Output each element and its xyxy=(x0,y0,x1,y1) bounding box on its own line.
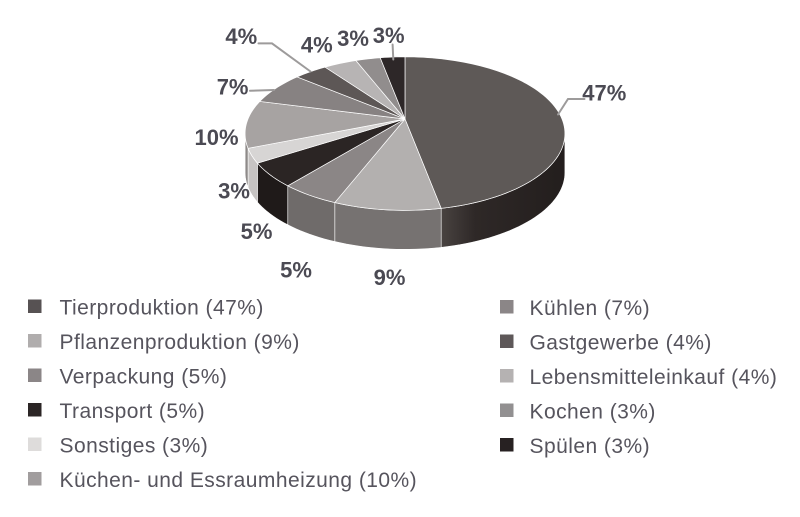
svg-text:Sonstiges (3%): Sonstiges (3%) xyxy=(60,435,209,458)
svg-text:3%: 3% xyxy=(218,179,250,204)
svg-text:Kochen (3%): Kochen (3%) xyxy=(530,401,656,424)
svg-text:10%: 10% xyxy=(194,125,238,150)
svg-text:47%: 47% xyxy=(582,80,626,105)
svg-text:Küchen- und Essraumheizung (10: Küchen- und Essraumheizung (10%) xyxy=(60,469,418,492)
svg-text:5%: 5% xyxy=(280,258,312,283)
svg-text:9%: 9% xyxy=(374,265,406,290)
svg-text:Transport (5%): Transport (5%) xyxy=(60,400,206,423)
svg-text:Pflanzenproduktion (9%): Pflanzenproduktion (9%) xyxy=(60,331,300,354)
svg-text:4%: 4% xyxy=(225,24,257,49)
svg-text:Lebensmitteleinkauf (4%): Lebensmitteleinkauf (4%) xyxy=(530,366,778,389)
svg-text:Gastgewerbe (4%): Gastgewerbe (4%) xyxy=(530,332,712,355)
svg-text:Spülen (3%): Spülen (3%) xyxy=(530,435,651,458)
svg-text:7%: 7% xyxy=(217,74,249,99)
svg-text:5%: 5% xyxy=(241,219,273,244)
svg-text:Kühlen (7%): Kühlen (7%) xyxy=(530,297,651,320)
svg-text:Verpackung (5%): Verpackung (5%) xyxy=(60,366,228,389)
svg-text:3%: 3% xyxy=(337,26,369,51)
svg-text:4%: 4% xyxy=(301,32,333,57)
svg-text:3%: 3% xyxy=(373,23,405,48)
svg-text:Tierproduktion (47%): Tierproduktion (47%) xyxy=(60,297,264,320)
